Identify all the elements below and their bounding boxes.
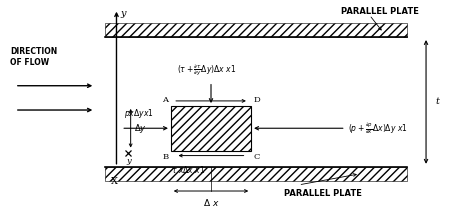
Text: DIRECTION
OF FLOW: DIRECTION OF FLOW <box>10 47 57 67</box>
Text: PARALLEL PLATE: PARALLEL PLATE <box>341 7 419 16</box>
Text: $\Delta y$: $\Delta y$ <box>135 122 147 135</box>
Text: $(p+\frac{\partial p}{\partial x}\Delta x)\Delta y\ x1$: $(p+\frac{\partial p}{\partial x}\Delta … <box>348 121 408 136</box>
Text: y: y <box>126 157 131 165</box>
Text: t: t <box>436 97 439 106</box>
Text: $(\tau +\frac{\partial\tau}{\partial y}\Delta y)\Delta x\ x1$: $(\tau +\frac{\partial\tau}{\partial y}\… <box>177 64 236 78</box>
Text: A: A <box>163 96 168 104</box>
Text: y: y <box>120 9 126 18</box>
Bar <box>171 106 251 151</box>
Text: D: D <box>254 96 260 104</box>
Text: $\tau\ x\Delta x\ x1$: $\tau\ x\Delta x\ x1$ <box>171 164 205 175</box>
Text: $p x\Delta y x1$: $p x\Delta y x1$ <box>124 107 153 120</box>
Text: C: C <box>254 152 260 160</box>
Text: X: X <box>110 177 118 186</box>
Bar <box>105 23 407 37</box>
Text: PARALLEL PLATE: PARALLEL PLATE <box>284 189 362 198</box>
Text: B: B <box>163 152 168 160</box>
Text: $\Delta\ x$: $\Delta\ x$ <box>203 197 219 208</box>
Bar <box>105 167 407 181</box>
